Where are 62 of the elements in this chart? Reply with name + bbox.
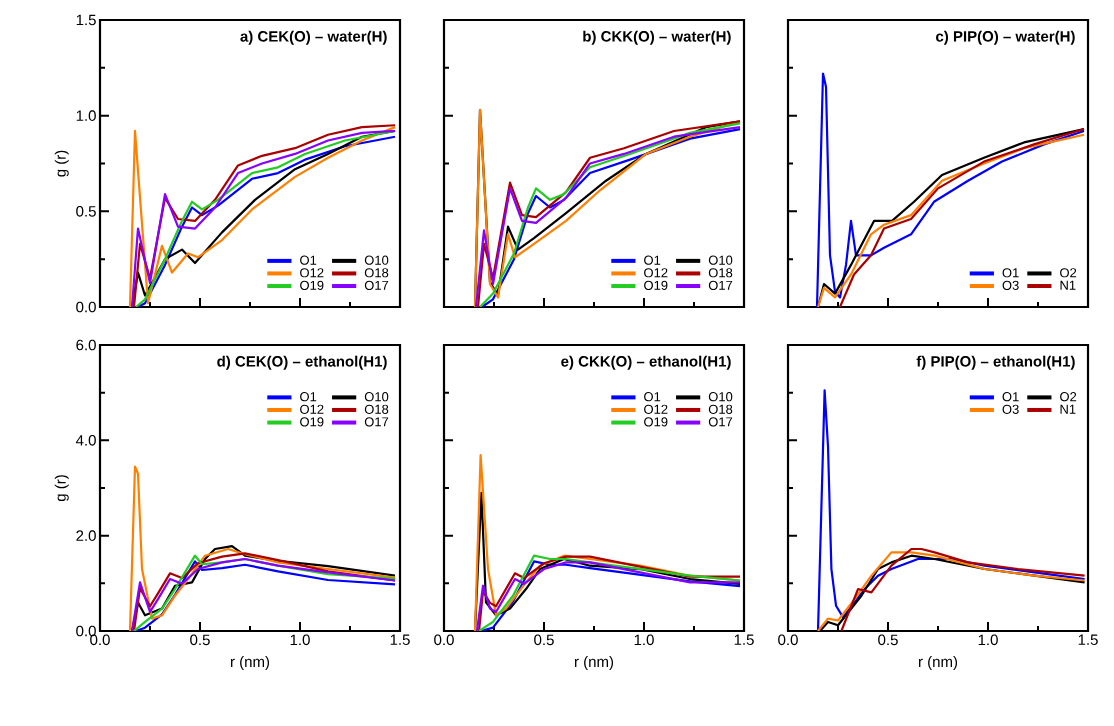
text: e) CKK(O) – ethanol(H1) <box>561 355 731 370</box>
x-tick-label: 1.0 <box>290 634 310 646</box>
x-tick-label: 0.0 <box>778 634 798 646</box>
y-tick-label: 1.5 <box>76 14 96 26</box>
legend-label: O12 <box>644 268 668 278</box>
legend-label: N1 <box>1060 404 1076 414</box>
x-tick-label: 1.5 <box>390 634 410 645</box>
legend-label: O1 <box>300 255 317 265</box>
y-tick-label: 6.0 <box>76 339 96 351</box>
x-axis-title: r (nm) <box>575 656 614 670</box>
legend-label: O10 <box>708 392 733 402</box>
legend-label: O18 <box>364 268 389 278</box>
legend-label: O17 <box>364 417 389 427</box>
y-axis-title: g (r) <box>54 150 69 177</box>
x-tick-label: 1.5 <box>734 634 754 645</box>
legend-label: O18 <box>364 404 389 414</box>
line-series <box>128 465 397 631</box>
legend-label: O1 <box>300 392 317 402</box>
legend-label: O10 <box>364 255 389 265</box>
text: a) CEK(O) – water(H) <box>240 30 387 45</box>
x-tick-label: 1.0 <box>634 634 654 646</box>
text: b) CKK(O) – water(H) <box>583 30 731 45</box>
x-tick-label: 0.0 <box>434 634 454 646</box>
legend-label: O12 <box>644 404 668 414</box>
legend-label: O1 <box>644 392 661 402</box>
x-tick-label: 0.5 <box>878 634 898 646</box>
legend-label: O1 <box>1002 392 1019 402</box>
legend-label: O12 <box>300 404 324 414</box>
legend-label: O19 <box>300 280 324 290</box>
legend-label: O2 <box>1060 392 1077 402</box>
x-tick-label: 0.5 <box>190 634 210 646</box>
legend-label: O10 <box>364 392 389 402</box>
y-tick-label: 4.0 <box>75 435 96 446</box>
legend-label: O18 <box>708 268 733 278</box>
text: c) PIP(O) – water(H) <box>936 30 1075 45</box>
x-axis-title: r (nm) <box>919 656 958 670</box>
text: d) CEK(O) – ethanol(H1) <box>217 355 387 370</box>
x-tick-label: 1.0 <box>978 634 998 646</box>
legend-label: O1 <box>644 255 661 265</box>
legend-label: O3 <box>1002 404 1019 414</box>
legend-label: O17 <box>708 280 733 290</box>
x-axis-title: r (nm) <box>231 656 270 670</box>
legend-label: O18 <box>708 404 733 414</box>
y-tick-label: 0.0 <box>76 301 96 313</box>
legend-label: O17 <box>364 280 389 290</box>
legend-label: O17 <box>708 417 733 427</box>
legend-label: O1 <box>1002 268 1019 278</box>
legend-label: O19 <box>300 417 324 427</box>
y-tick-label: 0.5 <box>76 206 96 217</box>
legend-label: O3 <box>1002 280 1019 290</box>
x-tick-label: 1.5 <box>1078 634 1098 645</box>
legend-label: O19 <box>644 417 668 427</box>
y-tick-label: 2.0 <box>76 530 96 541</box>
y-tick-label: 1.0 <box>76 110 96 121</box>
legend-label: O2 <box>1060 268 1077 278</box>
y-axis-title: g (r) <box>54 475 69 502</box>
legend-label: O19 <box>644 280 668 290</box>
text: f) PIP(O) – ethanol(H1) <box>916 355 1075 370</box>
legend-label: O12 <box>300 268 324 278</box>
x-tick-label: 0.5 <box>534 634 554 646</box>
legend-label: O10 <box>708 255 733 265</box>
legend-label: N1 <box>1060 280 1076 290</box>
